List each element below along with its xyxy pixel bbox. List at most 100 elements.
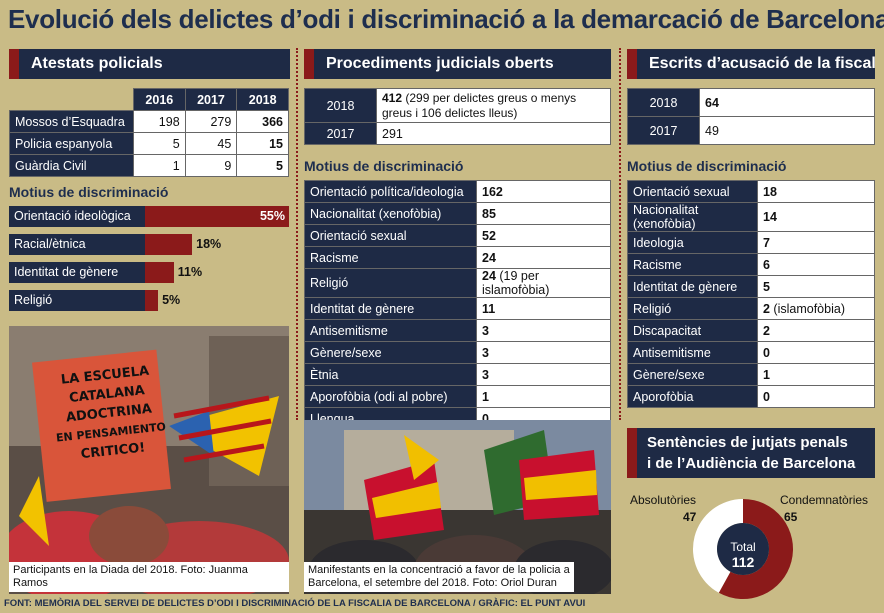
motiu-value: 1	[476, 385, 611, 408]
motiu-row: Religió 24 (19 per islamofòbia)	[304, 268, 611, 298]
motiu-count: 0	[763, 345, 770, 360]
motiu-row: Antisemitisme 3	[304, 319, 611, 342]
donut-center: Total 112	[718, 540, 768, 570]
column-divider	[296, 48, 298, 420]
motiu-label: Orientació política/ideologia	[304, 180, 477, 203]
escrits-motius-table: Orientació sexual 18 Nacionalitat (xenofòb…	[627, 180, 875, 408]
sign-text: LA ESCUELA CATALANA ADOCTRINA EN PENSAMI…	[44, 360, 173, 467]
motiu-value: 2	[757, 319, 875, 342]
motiu-row: Racisme 6	[627, 253, 875, 276]
motiu-row: Ètnia 3	[304, 363, 611, 386]
motiu-value: 7	[757, 231, 875, 254]
year-header: 2016	[133, 88, 186, 111]
donut-slice	[718, 499, 793, 599]
escrits-2017: 49	[699, 116, 875, 145]
cell: 5	[133, 132, 186, 155]
motiu-row: Aporofòbia 0	[627, 385, 875, 408]
year-label: 2018	[304, 88, 377, 123]
motiu-value: 3	[476, 319, 611, 342]
motiu-count: 3	[482, 345, 489, 360]
motiu-count: 18	[763, 184, 777, 199]
motiu-row: Gènere/sexe 1	[627, 363, 875, 386]
condemnatories-value: 65	[784, 510, 798, 524]
motius-bar-chart: Orientació ideològica 55% Racial/ètnica 18%…	[9, 206, 289, 316]
motiu-count: 0	[763, 389, 770, 404]
procediments-motius-table: Orientació política/ideologia 162 Nacional…	[304, 180, 611, 430]
procediments-2017: 291	[376, 122, 611, 145]
bar-value-label: 5%	[162, 293, 181, 307]
motiu-row: Nacionalitat (xenofòbia) 85	[304, 202, 611, 225]
cell: 45	[184, 132, 238, 155]
motiu-count: 24	[482, 269, 496, 283]
cell: 1	[133, 154, 186, 177]
motiu-count: 1	[763, 367, 770, 382]
atestats-table: 2016 2017 2018 Mossos d’Esquadra 198 279…	[9, 88, 289, 177]
motiu-label: Antisemitisme	[627, 341, 758, 364]
motiu-label: Aporofòbia (odi al pobre)	[304, 385, 477, 408]
motiu-label: Religió	[627, 297, 758, 320]
motiu-count: 162	[482, 184, 503, 199]
motiu-label: Ètnia	[304, 363, 477, 386]
motiu-count: 7	[763, 235, 770, 250]
donut-slice	[693, 499, 743, 593]
main-title: Evolució dels delictes d’odi i discrimin…	[8, 4, 884, 34]
motius-title: Motius de discriminació	[304, 158, 464, 174]
bar-row: Orientació ideològica 55%	[9, 206, 289, 227]
column-divider	[619, 48, 621, 420]
motiu-row: Orientació política/ideologia 162	[304, 180, 611, 203]
motiu-value: 6	[757, 253, 875, 276]
donut-hole	[717, 523, 769, 575]
motiu-label: Discapacitat	[627, 319, 758, 342]
diada-photo-illustration	[9, 326, 289, 594]
condemnatories-label: Condemnatòries	[780, 493, 869, 507]
bar-row: Racial/ètnica 18%	[9, 234, 289, 255]
photo-caption: Manifestants en la concentració a favor …	[304, 562, 574, 592]
absolutories-label: Absolutòries	[630, 493, 697, 507]
value-bold: 412	[382, 90, 403, 105]
motiu-value: 11	[476, 297, 611, 320]
bar-value-label: 18%	[196, 237, 222, 251]
cell: 198	[133, 110, 186, 133]
escrits-heading: Escrits d’acusació de la fiscalia	[627, 49, 875, 79]
motiu-value: 0	[757, 385, 875, 408]
motiu-count: 24	[482, 250, 496, 265]
photo-concentracio: Manifestants en la concentració a favor …	[304, 420, 611, 594]
motiu-value: 3	[476, 363, 611, 386]
motiu-label: Orientació sexual	[627, 180, 758, 203]
motiu-value: 24 (19 per islamofòbia)	[476, 268, 611, 298]
cell: 366	[236, 110, 289, 133]
atestats-heading: Atestats policials	[9, 49, 290, 79]
bar-row: Religió 5%	[9, 290, 289, 311]
row-label: Policia espanyola	[9, 132, 134, 155]
motiu-value: 0	[757, 341, 875, 364]
motiu-count: 11	[482, 301, 496, 316]
year-label: 2018	[627, 88, 700, 117]
bar-row: Identitat de gènere 11%	[9, 262, 289, 283]
motiu-count: 6	[763, 257, 770, 272]
motiu-count: 1	[482, 389, 489, 404]
total-value: 112	[731, 554, 755, 570]
motiu-count: 5	[763, 279, 770, 294]
motiu-value: 2 (islamofòbia)	[757, 297, 875, 320]
cell: 5	[236, 154, 289, 177]
motius-title: Motius de discriminació	[627, 158, 787, 174]
motiu-count: 14	[763, 210, 777, 224]
motiu-row: Identitat de gènere 11	[304, 297, 611, 320]
bar-value-label: 55%	[259, 209, 285, 223]
value-note: (299 per delictes greus o menys greus i …	[382, 90, 577, 120]
procediments-table: 2018 412 (299 per delictes greus o menys…	[304, 88, 611, 145]
heading-accent	[627, 428, 637, 478]
motiu-label: Antisemitisme	[304, 319, 477, 342]
cell: 9	[184, 154, 238, 177]
motiu-count: 2	[763, 301, 770, 316]
photo-caption: Participants en la Diada del 2018. Foto:…	[9, 562, 289, 592]
photo-diada: LA ESCUELA CATALANA ADOCTRINA EN PENSAMI…	[9, 326, 289, 594]
motiu-label: Identitat de gènere	[627, 275, 758, 298]
cell: 279	[184, 110, 238, 133]
year-header: 2017	[184, 88, 238, 111]
escrits-table: 2018 64 2017 49	[627, 88, 875, 145]
motiu-count: 52	[482, 228, 496, 243]
motiu-label: Nacionalitat (xenofòbia)	[304, 202, 477, 225]
motiu-count: 3	[482, 323, 489, 338]
total-label: Total	[730, 540, 756, 554]
